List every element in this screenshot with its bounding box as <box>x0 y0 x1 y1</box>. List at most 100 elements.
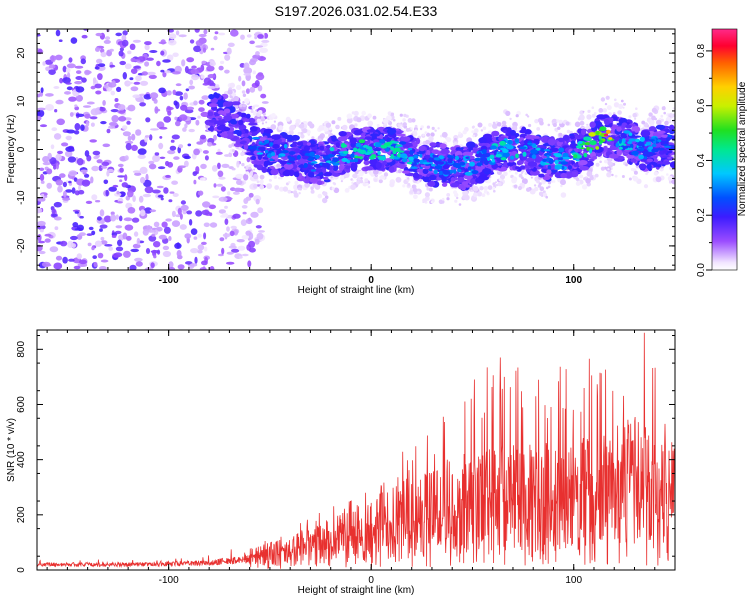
noise-blob <box>75 94 84 102</box>
ridge-core <box>349 159 356 163</box>
ridge-core <box>495 153 503 158</box>
noise-blob <box>44 238 51 243</box>
ridge-core <box>409 150 414 155</box>
haze-dot <box>585 178 591 184</box>
noise-blob <box>119 47 124 52</box>
noise-blob <box>38 250 46 255</box>
haze-dot <box>602 108 608 113</box>
ridge-blob <box>529 169 540 176</box>
ridge-core <box>393 147 401 152</box>
haze-dot <box>651 115 656 121</box>
ridge-core <box>615 142 620 148</box>
x-tick-label: 100 <box>565 275 582 286</box>
ridge-blob <box>466 141 476 149</box>
ridge-core <box>662 143 669 146</box>
noise-blob <box>62 77 71 84</box>
haze-dot <box>353 110 359 116</box>
noise-blob <box>131 144 138 151</box>
noise-blob <box>142 193 151 198</box>
ridge-core <box>437 161 444 165</box>
ridge-core <box>585 142 590 146</box>
noise-blob <box>42 156 50 163</box>
noise-blob <box>171 220 181 228</box>
ridge-blob <box>591 156 598 160</box>
ridge-core <box>416 151 423 155</box>
haze-dot <box>434 129 437 132</box>
noise-blob <box>198 99 205 105</box>
haze-dot <box>530 176 533 179</box>
ridge-core <box>269 158 274 161</box>
ridge-core <box>283 144 288 149</box>
noise-blob <box>57 185 63 193</box>
ridge-blob <box>589 121 596 128</box>
ridge-blob <box>365 140 371 145</box>
ridge-blob <box>569 135 576 139</box>
noise-blob <box>183 155 191 160</box>
haze-dot <box>428 136 434 142</box>
haze-dot <box>318 125 325 131</box>
ridge-core <box>400 153 408 159</box>
noise-blob <box>137 148 147 156</box>
noise-blob <box>152 189 161 194</box>
ridge-core <box>322 162 330 168</box>
noise-blob <box>168 261 174 269</box>
noise-blob <box>81 34 88 39</box>
haze-dot <box>513 184 518 189</box>
haze-dot <box>528 123 532 128</box>
ridge-blob <box>296 141 304 146</box>
noise-blob <box>235 173 244 180</box>
haze-dot <box>331 120 336 125</box>
noise-blob <box>103 84 109 89</box>
ridge-core <box>542 158 547 162</box>
haze-dot <box>352 173 358 179</box>
haze-dot <box>310 186 314 190</box>
haze-dot <box>614 174 618 178</box>
noise-blob <box>174 91 183 96</box>
noise-blob <box>114 98 119 102</box>
noise-blob <box>54 54 63 61</box>
ridge-blob <box>322 176 329 180</box>
noise-blob <box>254 238 260 245</box>
noise-blob <box>95 47 100 52</box>
ridge-core <box>476 162 483 167</box>
noise-blob <box>167 110 172 116</box>
noise-blob <box>245 218 253 225</box>
noise-blob <box>90 85 96 90</box>
noise-blob <box>124 155 129 161</box>
noise-blob <box>68 258 75 262</box>
noise-blob <box>111 80 116 87</box>
haze-dot <box>426 125 430 129</box>
haze-dot <box>373 178 378 182</box>
haze-dot <box>524 172 528 175</box>
haze-dot <box>664 120 669 126</box>
noise-blob <box>255 73 265 81</box>
ridge-core <box>547 165 552 170</box>
haze-dot <box>293 192 299 198</box>
noise-blob <box>97 73 103 81</box>
ridge-blob <box>228 126 235 132</box>
haze-dot <box>470 189 473 192</box>
noise-blob <box>74 211 80 214</box>
noise-blob <box>169 145 177 151</box>
noise-blob <box>115 214 119 220</box>
ridge-core <box>310 169 316 172</box>
haze-dot <box>440 199 445 204</box>
noise-blob <box>243 198 249 204</box>
ridge-core <box>575 145 582 149</box>
ridge-core <box>279 160 288 165</box>
noise-blob <box>131 133 136 141</box>
noise-blob <box>100 121 107 125</box>
ridge-blob <box>248 122 258 126</box>
ridge-core <box>554 165 562 170</box>
noise-blob <box>209 61 216 67</box>
ridge-blob <box>567 165 573 170</box>
noise-blob <box>44 195 48 198</box>
haze-dot <box>430 132 435 137</box>
ridge-core <box>629 147 633 151</box>
ridge-core <box>431 163 436 167</box>
noise-blob <box>167 150 176 155</box>
ridge-blob <box>395 131 402 135</box>
haze-dot <box>514 171 518 175</box>
noise-blob <box>210 47 215 51</box>
haze-dot <box>256 180 260 184</box>
